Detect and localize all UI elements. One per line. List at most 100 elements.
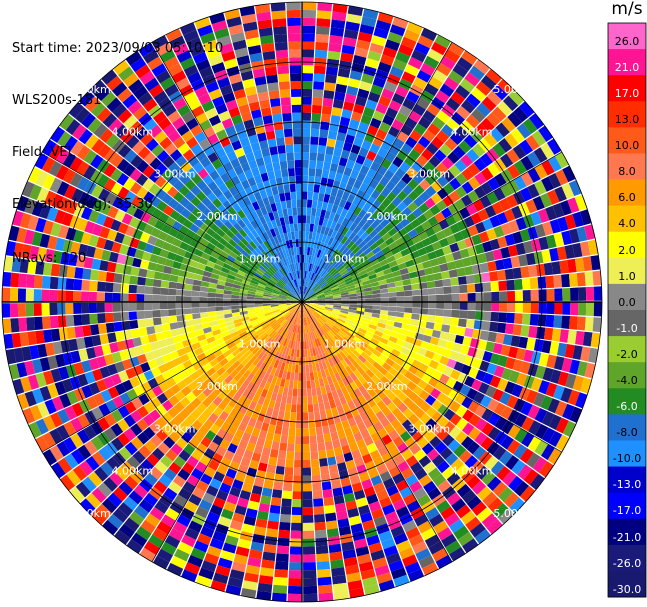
velocity-gate [223, 189, 233, 200]
velocity-gate [286, 303, 295, 307]
velocity-gate [363, 418, 374, 429]
velocity-gate [564, 244, 575, 259]
velocity-gate [273, 287, 281, 293]
velocity-gate [238, 266, 248, 274]
velocity-gate [441, 384, 453, 396]
velocity-gate [529, 313, 539, 326]
velocity-gate [424, 197, 436, 209]
velocity-gate [125, 367, 137, 380]
velocity-gate [148, 84, 164, 98]
velocity-gate [285, 257, 290, 266]
velocity-gate [255, 208, 264, 218]
velocity-gate [456, 105, 471, 120]
velocity-gate [344, 346, 353, 355]
velocity-gate [307, 332, 311, 341]
velocity-gate [394, 222, 404, 232]
velocity-gate [319, 353, 325, 362]
velocity-gate [139, 232, 151, 243]
velocity-gate [462, 422, 475, 436]
velocity-gate [275, 377, 282, 386]
velocity-gate [388, 260, 398, 268]
velocity-gate [156, 392, 168, 405]
velocity-gate [224, 285, 233, 291]
velocity-gate [27, 259, 37, 274]
velocity-gate [309, 271, 314, 280]
velocity-gate [307, 290, 314, 297]
velocity-gate [501, 117, 517, 133]
velocity-gate [258, 280, 267, 286]
velocity-gate [245, 508, 258, 519]
velocity-gate [308, 306, 315, 312]
velocity-gate [126, 246, 137, 258]
velocity-gate [318, 258, 324, 267]
velocity-gate [344, 410, 354, 420]
velocity-gate [196, 262, 207, 271]
velocity-gate [238, 62, 252, 74]
velocity-gate [525, 134, 540, 151]
velocity-gate [327, 358, 335, 367]
velocity-gate [242, 369, 251, 379]
velocity-gate [249, 316, 258, 322]
velocity-gate [351, 324, 360, 331]
velocity-gate [466, 203, 478, 216]
velocity-gate [266, 230, 273, 239]
velocity-gate [273, 227, 280, 236]
velocity-gate [401, 273, 411, 281]
velocity-gate [127, 100, 143, 115]
velocity-gate [309, 247, 314, 256]
velocity-gate [406, 500, 421, 513]
velocity-gate [487, 497, 503, 513]
velocity-gate [409, 129, 422, 142]
velocity-gate [461, 436, 474, 450]
velocity-gate [401, 71, 416, 84]
velocity-gate [185, 277, 194, 285]
velocity-gate [130, 57, 147, 73]
velocity-gate [329, 316, 338, 322]
velocity-gate [134, 345, 145, 356]
velocity-gate [392, 396, 403, 408]
velocity-gate [176, 123, 190, 136]
velocity-gate [263, 289, 272, 294]
velocity-gate [326, 265, 334, 273]
velocity-gate [205, 81, 220, 93]
velocity-gate [244, 257, 253, 265]
velocity-gate [217, 279, 226, 286]
velocity-gate [322, 425, 330, 435]
velocity-gate [548, 172, 562, 189]
velocity-gate [513, 278, 523, 290]
velocity-gate [222, 246, 232, 255]
colorbar-swatch [608, 231, 646, 259]
velocity-gate [228, 238, 238, 248]
velocity-gate [343, 556, 358, 567]
velocity-gate [284, 312, 291, 319]
velocity-gate [418, 474, 432, 487]
velocity-gate [395, 212, 406, 223]
velocity-gate [207, 297, 216, 302]
velocity-gate [373, 154, 385, 165]
velocity-gate [534, 163, 548, 180]
velocity-gate [271, 293, 280, 298]
velocity-gate [249, 265, 258, 272]
velocity-gate [452, 380, 464, 393]
velocity-gate [329, 257, 337, 266]
velocity-gate [418, 555, 435, 569]
velocity-gate [86, 395, 99, 410]
velocity-gate [142, 165, 155, 178]
velocity-gate [372, 361, 382, 371]
velocity-gate [541, 411, 555, 427]
velocity-gate [83, 165, 97, 180]
velocity-gate [437, 404, 449, 416]
velocity-gate [207, 202, 218, 213]
velocity-gate [304, 278, 307, 287]
velocity-gate [437, 527, 453, 541]
velocity-gate [549, 219, 561, 234]
velocity-gate [333, 354, 341, 364]
velocity-gate [242, 21, 258, 32]
velocity-gate [437, 255, 447, 265]
velocity-gate [71, 402, 84, 417]
velocity-gate [327, 255, 335, 264]
velocity-gate [51, 396, 64, 412]
velocity-gate [274, 334, 281, 342]
velocity-gate [403, 312, 412, 319]
velocity-gate [234, 47, 249, 58]
